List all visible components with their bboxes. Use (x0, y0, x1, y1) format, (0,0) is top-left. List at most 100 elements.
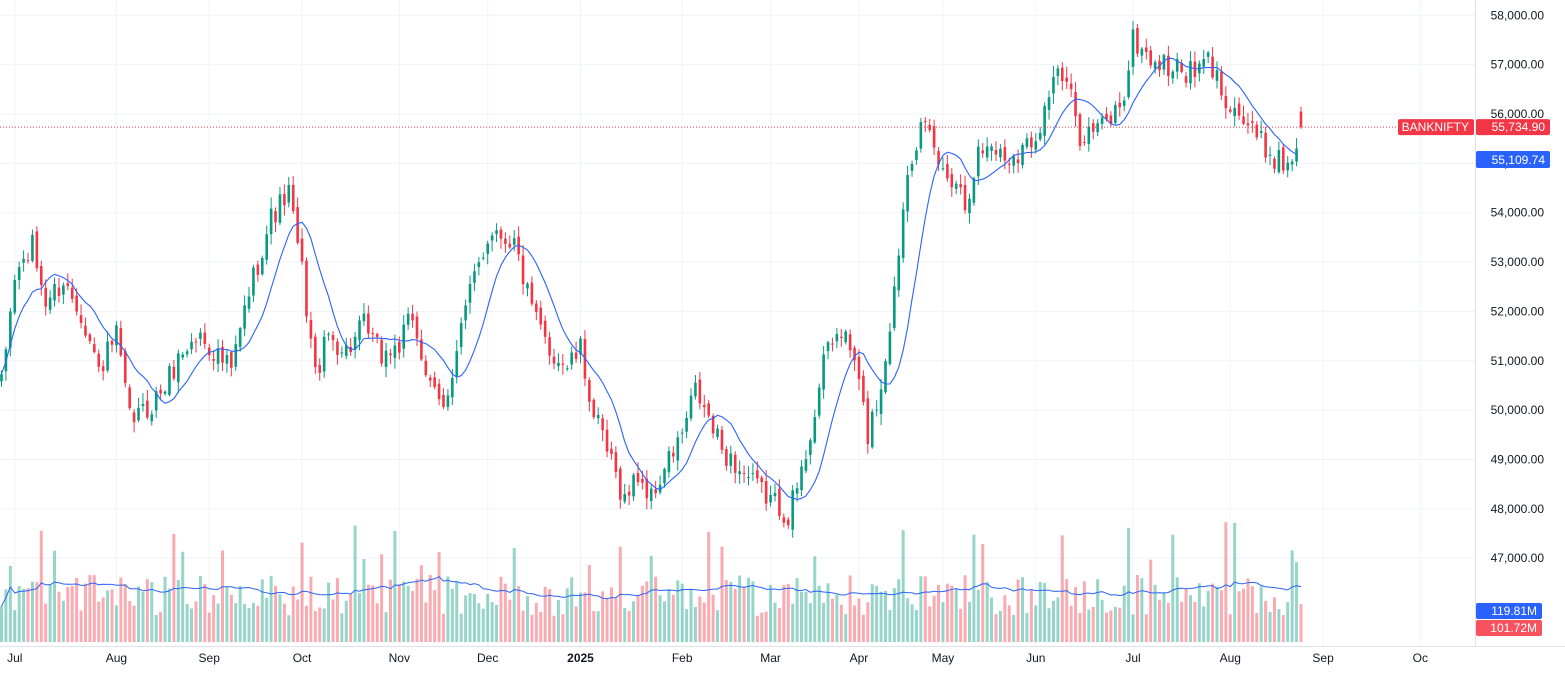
candle-body (875, 409, 878, 411)
candle-body (269, 208, 273, 235)
volume-bar (861, 614, 865, 642)
candle-body (358, 320, 361, 341)
volume-bar (835, 594, 839, 642)
volume-bar (1188, 595, 1192, 642)
volume-bar (826, 583, 830, 642)
time-tick-label: Dec (477, 651, 498, 665)
candle-body (623, 493, 627, 502)
candle-body (756, 470, 759, 479)
volume-bar (746, 577, 750, 642)
candle-body (406, 313, 410, 325)
volume-bar (128, 601, 132, 642)
candle-body (667, 451, 671, 473)
candle-body (1025, 138, 1029, 147)
volume-bar (543, 586, 547, 642)
volume-bar (751, 581, 755, 642)
candle-body (870, 411, 874, 448)
volume-bar (137, 586, 141, 642)
time-tick-label: May (932, 651, 955, 665)
candle-body (605, 429, 609, 452)
candle-body (627, 491, 631, 496)
volume-bar (1259, 586, 1263, 642)
candle-body (247, 296, 251, 309)
price-axis[interactable]: 58,000.0057,000.0056,000.0055,000.0054,0… (1475, 0, 1545, 646)
candle-body (862, 375, 865, 403)
volume-bar (221, 550, 224, 642)
candle-body (504, 238, 507, 244)
volume-bar (1078, 612, 1082, 642)
candle-body (1114, 104, 1117, 123)
candle-body (588, 380, 591, 402)
candle-body (866, 398, 870, 445)
candle-body (468, 284, 472, 303)
volume-bar (415, 578, 419, 642)
candle-body (336, 341, 339, 355)
candle-body (1030, 137, 1033, 148)
candle-body (137, 407, 140, 421)
candle-body (84, 325, 87, 336)
ma-line (0, 57, 1297, 501)
candle-body (738, 471, 741, 475)
candle-body (1290, 161, 1294, 165)
volume-bar (70, 586, 74, 642)
volume-bar (1091, 606, 1095, 642)
volume-bar (450, 588, 454, 642)
volume-bar (976, 589, 980, 642)
volume-bar (1012, 614, 1016, 642)
volume-bar (366, 584, 370, 642)
candle-body (1038, 132, 1042, 140)
volume-bar (556, 600, 560, 642)
volume-bar (1184, 588, 1188, 642)
candle-body (101, 366, 105, 372)
time-axis[interactable]: Jul Aug Sep Oct Nov Dec 2025 Feb Mar Apr May Jun Jul… (0, 646, 1565, 666)
candle-body (265, 234, 268, 260)
volume-bar (866, 602, 870, 642)
candle-body (455, 351, 459, 376)
volume-bar (265, 597, 269, 642)
candle-body (782, 517, 786, 523)
volume-bar (1082, 581, 1086, 642)
volume-bar (176, 580, 180, 642)
volume-bar (433, 590, 437, 642)
candle-body (1136, 28, 1139, 54)
candle-body (521, 255, 525, 285)
candle-body (44, 287, 47, 307)
candle-body (70, 287, 74, 299)
volume-bar (884, 590, 887, 642)
volume-bar (733, 588, 737, 642)
candle-body (543, 320, 547, 337)
volume-bar (464, 595, 468, 642)
candle-body (353, 336, 357, 350)
candle-body (207, 347, 211, 356)
volume-bar (251, 602, 255, 642)
volume-bar (216, 603, 220, 642)
candle-body (552, 356, 556, 364)
volume-bar (97, 601, 101, 642)
volume-bar (477, 603, 481, 642)
candle-body (707, 403, 710, 416)
volume-bar (972, 534, 976, 642)
candle-body (185, 351, 189, 355)
candle-body (57, 287, 61, 297)
volume-bar (1100, 599, 1104, 642)
ma-value-badge-bg (1476, 151, 1550, 168)
candle-body (937, 151, 940, 165)
candle-body (831, 343, 834, 345)
volume-bar (1219, 590, 1223, 642)
volume-bar (914, 610, 918, 642)
volume-bar (689, 589, 693, 642)
volume-bar (994, 614, 998, 642)
candle-body (1140, 48, 1144, 56)
volume-bar (817, 585, 821, 642)
candle-body (212, 359, 215, 361)
candle-body (1091, 123, 1095, 132)
candle-body (490, 235, 494, 241)
volume-bar (963, 575, 967, 642)
candle-body (676, 437, 680, 461)
volume-bar (75, 577, 79, 642)
candle-body (1259, 131, 1263, 133)
candle-body (1109, 115, 1113, 125)
candle-body (199, 332, 202, 339)
volume-bar (716, 610, 720, 642)
